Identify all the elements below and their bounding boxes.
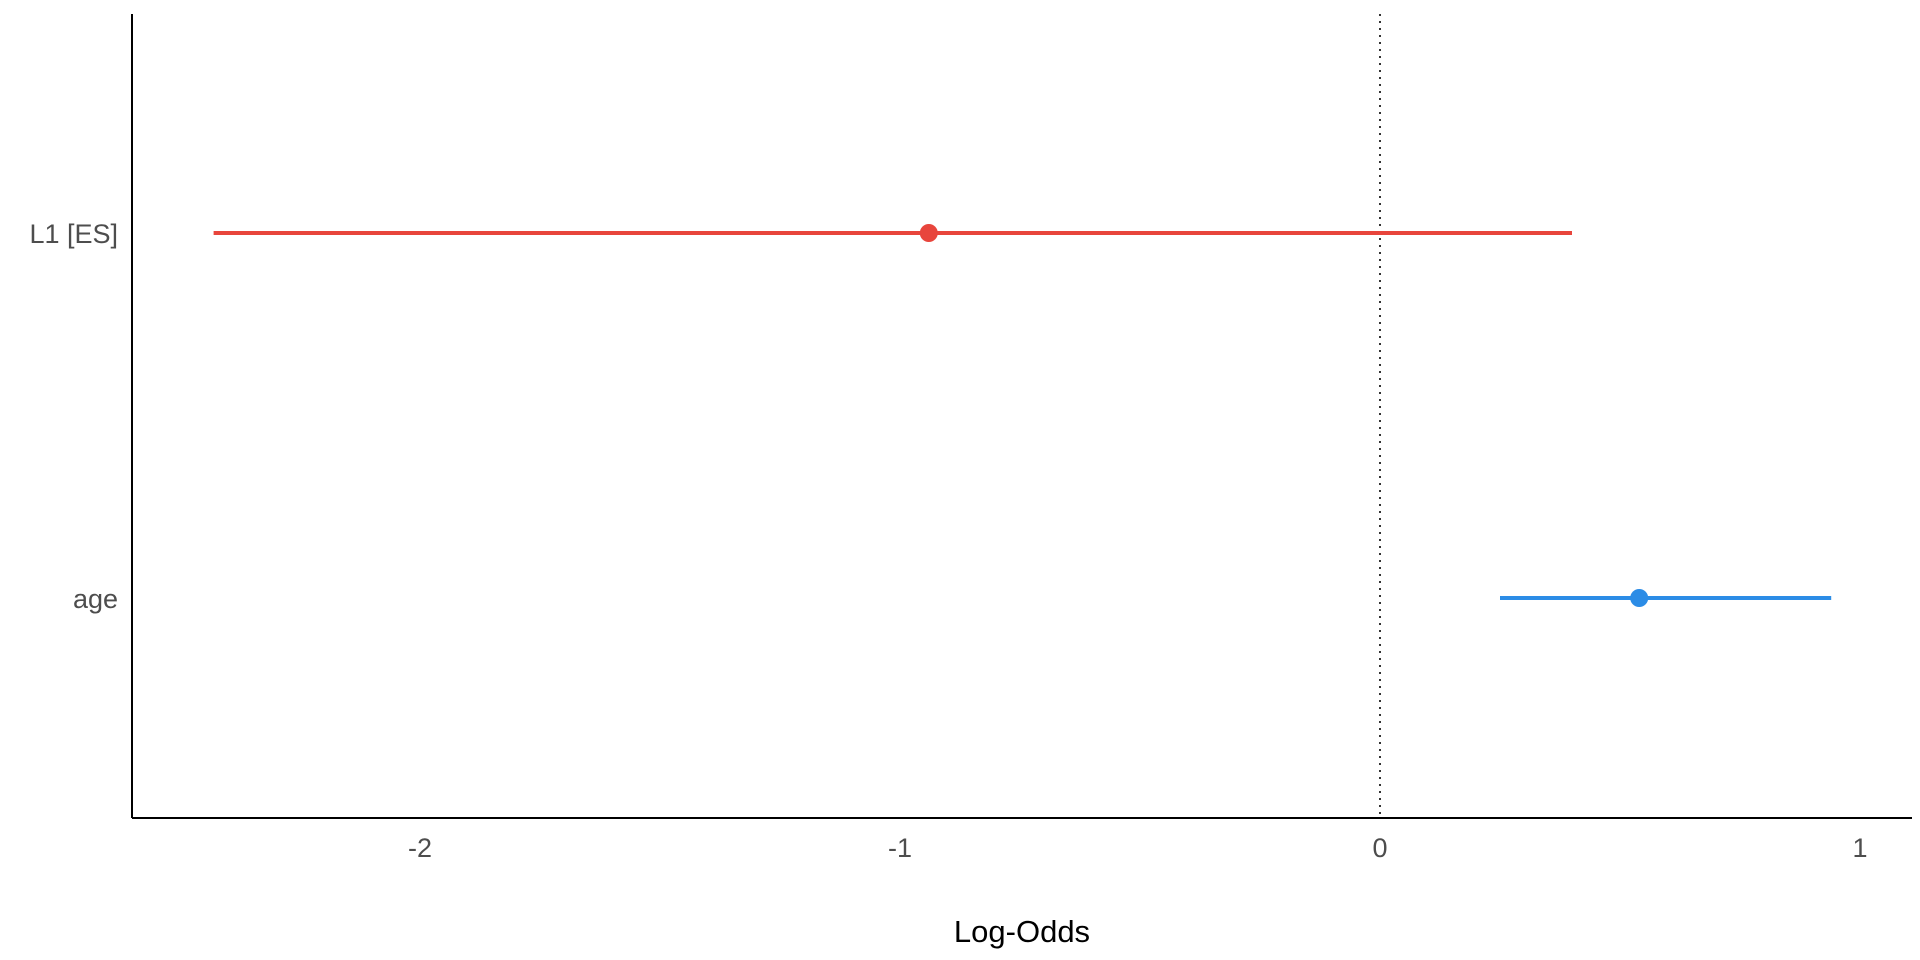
point-estimate (1630, 589, 1649, 607)
axes-layer (131, 14, 1912, 819)
x-axis-title: Log-Odds (954, 914, 1090, 949)
y-tick-label: L1 [ES] (29, 219, 118, 249)
x-tick-label: -2 (408, 833, 432, 863)
tick-labels-layer: -2 -1 0 1 L1 [ES] age (29, 219, 1867, 863)
point-estimate (919, 224, 938, 242)
x-tick-label: 1 (1852, 833, 1867, 863)
x-tick-label: -1 (888, 833, 912, 863)
x-tick-label: 0 (1372, 833, 1387, 863)
terms-layer (213, 224, 1832, 607)
y-tick-label: age (73, 584, 118, 614)
